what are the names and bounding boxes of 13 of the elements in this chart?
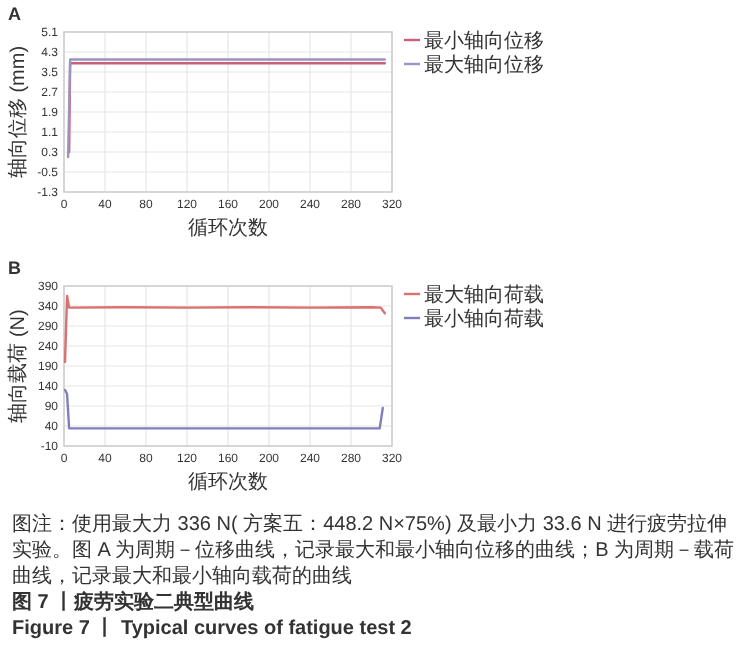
- caption: Figure 7 丨 Typical curves of fatigue test 2: [12, 616, 414, 642]
- text: 图注：使用最大力 336 N( 方案五：448.2 N×75%) 及最小力 33.6 N 进行疲劳拉伸实验。图 A 为周期－位移曲线，记录最大和最小轴向位移的曲线；B 为周期－载荷曲线，记录最大和最小轴向载荷的曲线: [12, 512, 737, 590]
- y-axis-title: 轴向位移 (mm): [6, 45, 30, 179]
- x-axis-title: 循环次数: [188, 472, 268, 494]
- legend-label: 最大轴向荷载: [424, 283, 544, 307]
- chart-title: A: [8, 4, 22, 24]
- legend-label: 最大轴向位移: [424, 53, 544, 77]
- y-axis-title: 轴向载荷 (N): [6, 309, 30, 423]
- x-axis-title: 循环次数: [188, 218, 268, 240]
- legend-label: 最小轴向位移: [424, 29, 544, 53]
- legend-label: 最小轴向荷载: [424, 307, 544, 331]
- caption: 图 7 丨疲劳实验二典型曲线: [12, 590, 257, 616]
- chart-title: B: [8, 258, 22, 278]
